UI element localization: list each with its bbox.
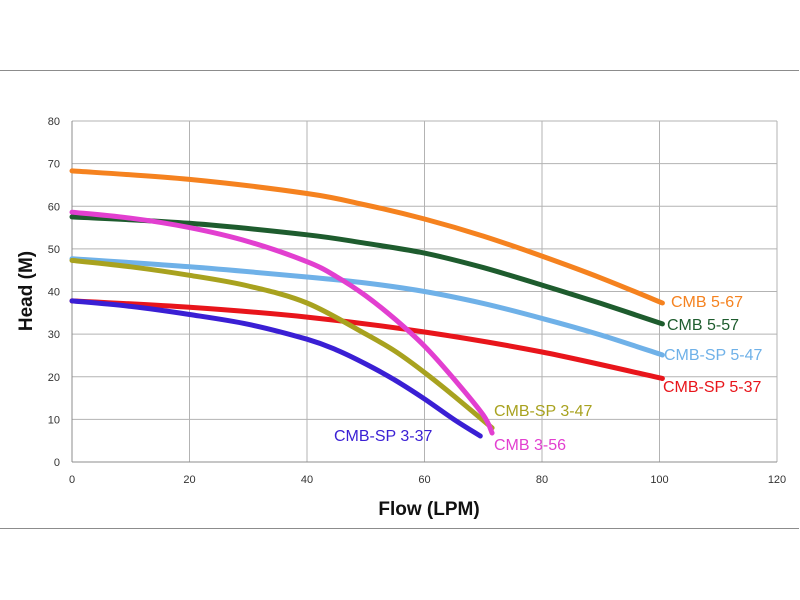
x-tick-label: 0 (69, 474, 75, 486)
y-tick-label: 30 (48, 329, 60, 341)
chart-frame: 0 10 20 30 40 50 60 70 80 0 20 40 60 80 100 120 CMB 5-6… (0, 70, 799, 529)
y-tick-label: 0 (54, 457, 60, 469)
series-line-cmb-5-67 (69, 168, 665, 306)
series-label-cmb-sp-5-47: CMB-SP 5-47 (664, 347, 763, 364)
series-line-cmb-sp-5-37 (69, 298, 665, 381)
x-tick-label: 60 (418, 474, 430, 486)
series-line-cmb-sp-5-47 (69, 256, 665, 358)
y-tick-label: 60 (48, 201, 60, 213)
series-label-cmb-5-67: CMB 5-67 (671, 294, 743, 311)
series-line-cmb-3-56 (69, 209, 495, 436)
x-tick-label: 80 (536, 474, 548, 486)
line-chart: 0 10 20 30 40 50 60 70 80 0 20 40 60 80 100 120 CMB 5-6… (16, 116, 786, 520)
series-label-cmb-sp-3-37: CMB-SP 3-37 (334, 428, 433, 445)
y-tick-label: 70 (48, 159, 60, 171)
x-tick-label: 20 (183, 474, 195, 486)
y-tick-label: 20 (48, 372, 60, 384)
series-line-cmb-5-57 (69, 214, 665, 327)
x-axis-title: Flow (LPM) (378, 499, 479, 520)
series-label-cmb-sp-3-47: CMB-SP 3-47 (494, 403, 593, 420)
y-tick-label: 50 (48, 244, 60, 256)
x-tick-label: 100 (650, 474, 668, 486)
series-label-cmb-sp-5-37: CMB-SP 5-37 (663, 379, 762, 396)
y-tick-label: 40 (48, 287, 60, 299)
y-axis-title: Head (M) (16, 251, 37, 331)
series-label-cmb-3-56: CMB 3-56 (494, 437, 566, 454)
x-tick-label: 40 (301, 474, 313, 486)
axes: 0 10 20 30 40 50 60 70 80 0 20 40 60 80 100 120 (48, 116, 786, 486)
y-tick-label: 10 (48, 414, 60, 426)
series-line-cmb-sp-3-37 (69, 298, 483, 439)
y-tick-label: 80 (48, 116, 60, 128)
series-line-cmb-sp-3-47 (69, 257, 495, 431)
series-label-cmb-5-57: CMB 5-57 (667, 317, 739, 334)
x-tick-label: 120 (768, 474, 786, 486)
series-lines (69, 168, 665, 439)
series-labels: CMB 5-67 CMB 5-57 CMB-SP 5-47 CMB-SP 5-37 CM… (334, 294, 763, 454)
